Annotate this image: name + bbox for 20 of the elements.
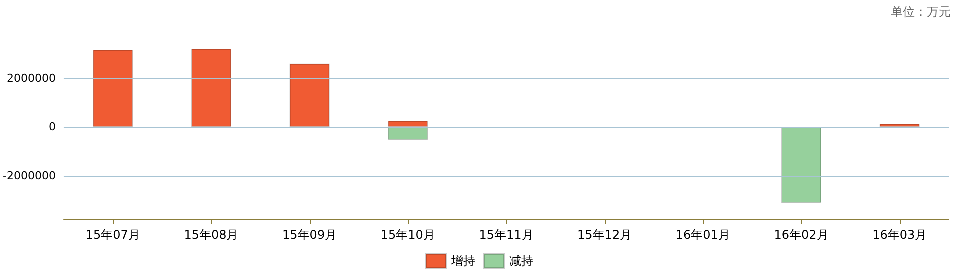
bar [93,50,134,128]
x-tick-label: 15年08月 [184,228,239,242]
x-tick-label: 15年07月 [86,228,140,242]
bar [290,64,330,128]
y-tick-label: -2000000 [2,170,56,183]
y-tick-label: 2000000 [6,72,56,85]
x-tick-label: 16年03月 [872,228,928,242]
x-tick-label: 15年12月 [578,228,632,242]
bar [191,49,232,128]
x-tick-label: 15年10月 [380,228,436,242]
x-tick-label: 16年02月 [774,228,829,242]
legend-label: 减持 [510,254,534,268]
x-tick-label: 15年11月 [479,228,534,242]
text: 单位：万元 [891,5,951,19]
x-tick-label: 15年09月 [282,228,338,242]
x-tick-label: 16年01月 [676,228,730,242]
bar [781,127,822,204]
bar [880,124,920,128]
y-tick-label: 0 [48,120,56,134]
legend-label: 增持 [450,254,476,268]
